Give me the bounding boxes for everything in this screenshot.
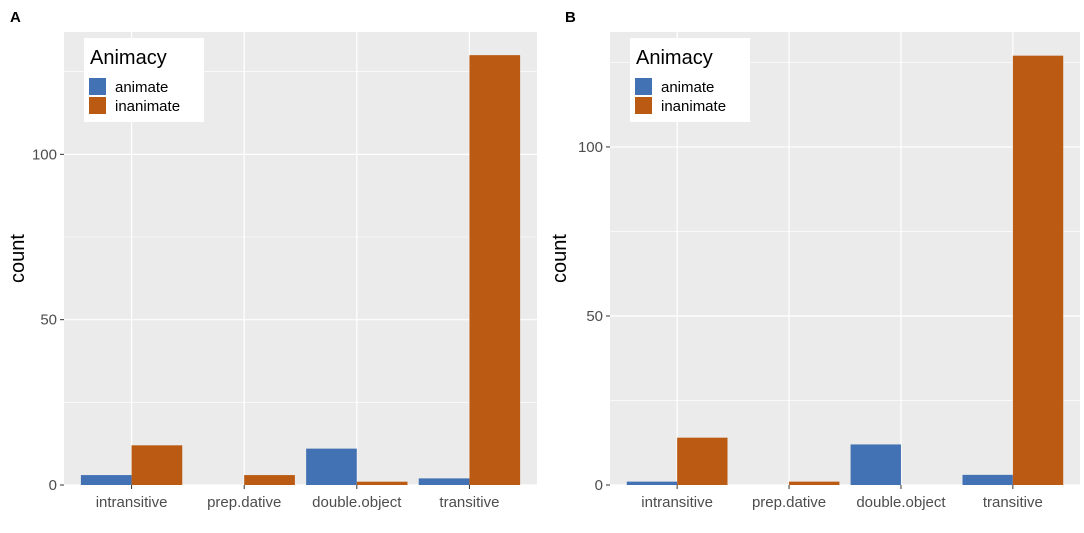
x-tick-label: transitive (983, 494, 1043, 511)
bar-inanimate-transitive (469, 55, 521, 485)
y-tick-label: 50 (40, 312, 57, 329)
y-tick-label: 0 (49, 477, 57, 494)
bar-inanimate-transitive (1012, 55, 1064, 485)
bar-animate-transitive (962, 474, 1013, 485)
legend: Animacy animate inanimate (630, 38, 750, 122)
x-tick-label: double.object (856, 494, 946, 511)
y-tick-label: 100 (32, 146, 57, 163)
panel-b: B 0 50 100 intransitive prep.dative double.obj… (549, 9, 1080, 511)
x-tick-label: intransitive (641, 494, 713, 511)
legend-key-animate (635, 78, 652, 95)
legend-key-animate (89, 78, 106, 95)
bar-animate-double.object (850, 444, 901, 485)
legend-label-animate: animate (661, 79, 714, 96)
y-tick-label: 50 (586, 308, 603, 325)
bar-inanimate-prep.dative (244, 475, 295, 485)
y-tick-label: 100 (578, 139, 603, 156)
legend-label-inanimate: inanimate (115, 98, 180, 115)
legend: Animacy animate inanimate (84, 38, 204, 122)
legend-label-animate: animate (115, 79, 168, 96)
bar-inanimate-double.object (356, 481, 408, 485)
legend-title: Animacy (90, 47, 167, 69)
x-tick-label: double.object (312, 494, 402, 511)
bar-animate-intransitive (80, 475, 132, 485)
legend-title: Animacy (636, 47, 713, 69)
bar-animate-intransitive (626, 481, 678, 485)
bar-inanimate-intransitive (131, 445, 183, 485)
legend-key-inanimate (89, 97, 106, 114)
bar-animate-double.object (306, 448, 357, 485)
panel-label: A (10, 9, 21, 26)
y-tick-label: 0 (595, 477, 603, 494)
panel-a: A 0 50 100 intransitive prep.dative double.obj… (7, 9, 537, 511)
y-axis-title: count (7, 234, 29, 283)
bar-inanimate-prep.dative (789, 481, 840, 485)
x-tick-label: intransitive (96, 494, 168, 511)
x-tick-label: transitive (439, 494, 499, 511)
panel-label: B (565, 9, 576, 26)
x-tick-label: prep.dative (207, 494, 281, 511)
bar-inanimate-intransitive (677, 437, 728, 485)
bar-animate-transitive (418, 478, 470, 485)
legend-key-inanimate (635, 97, 652, 114)
x-tick-label: prep.dative (752, 494, 826, 511)
y-axis-title: count (549, 234, 571, 283)
legend-label-inanimate: inanimate (661, 98, 726, 115)
